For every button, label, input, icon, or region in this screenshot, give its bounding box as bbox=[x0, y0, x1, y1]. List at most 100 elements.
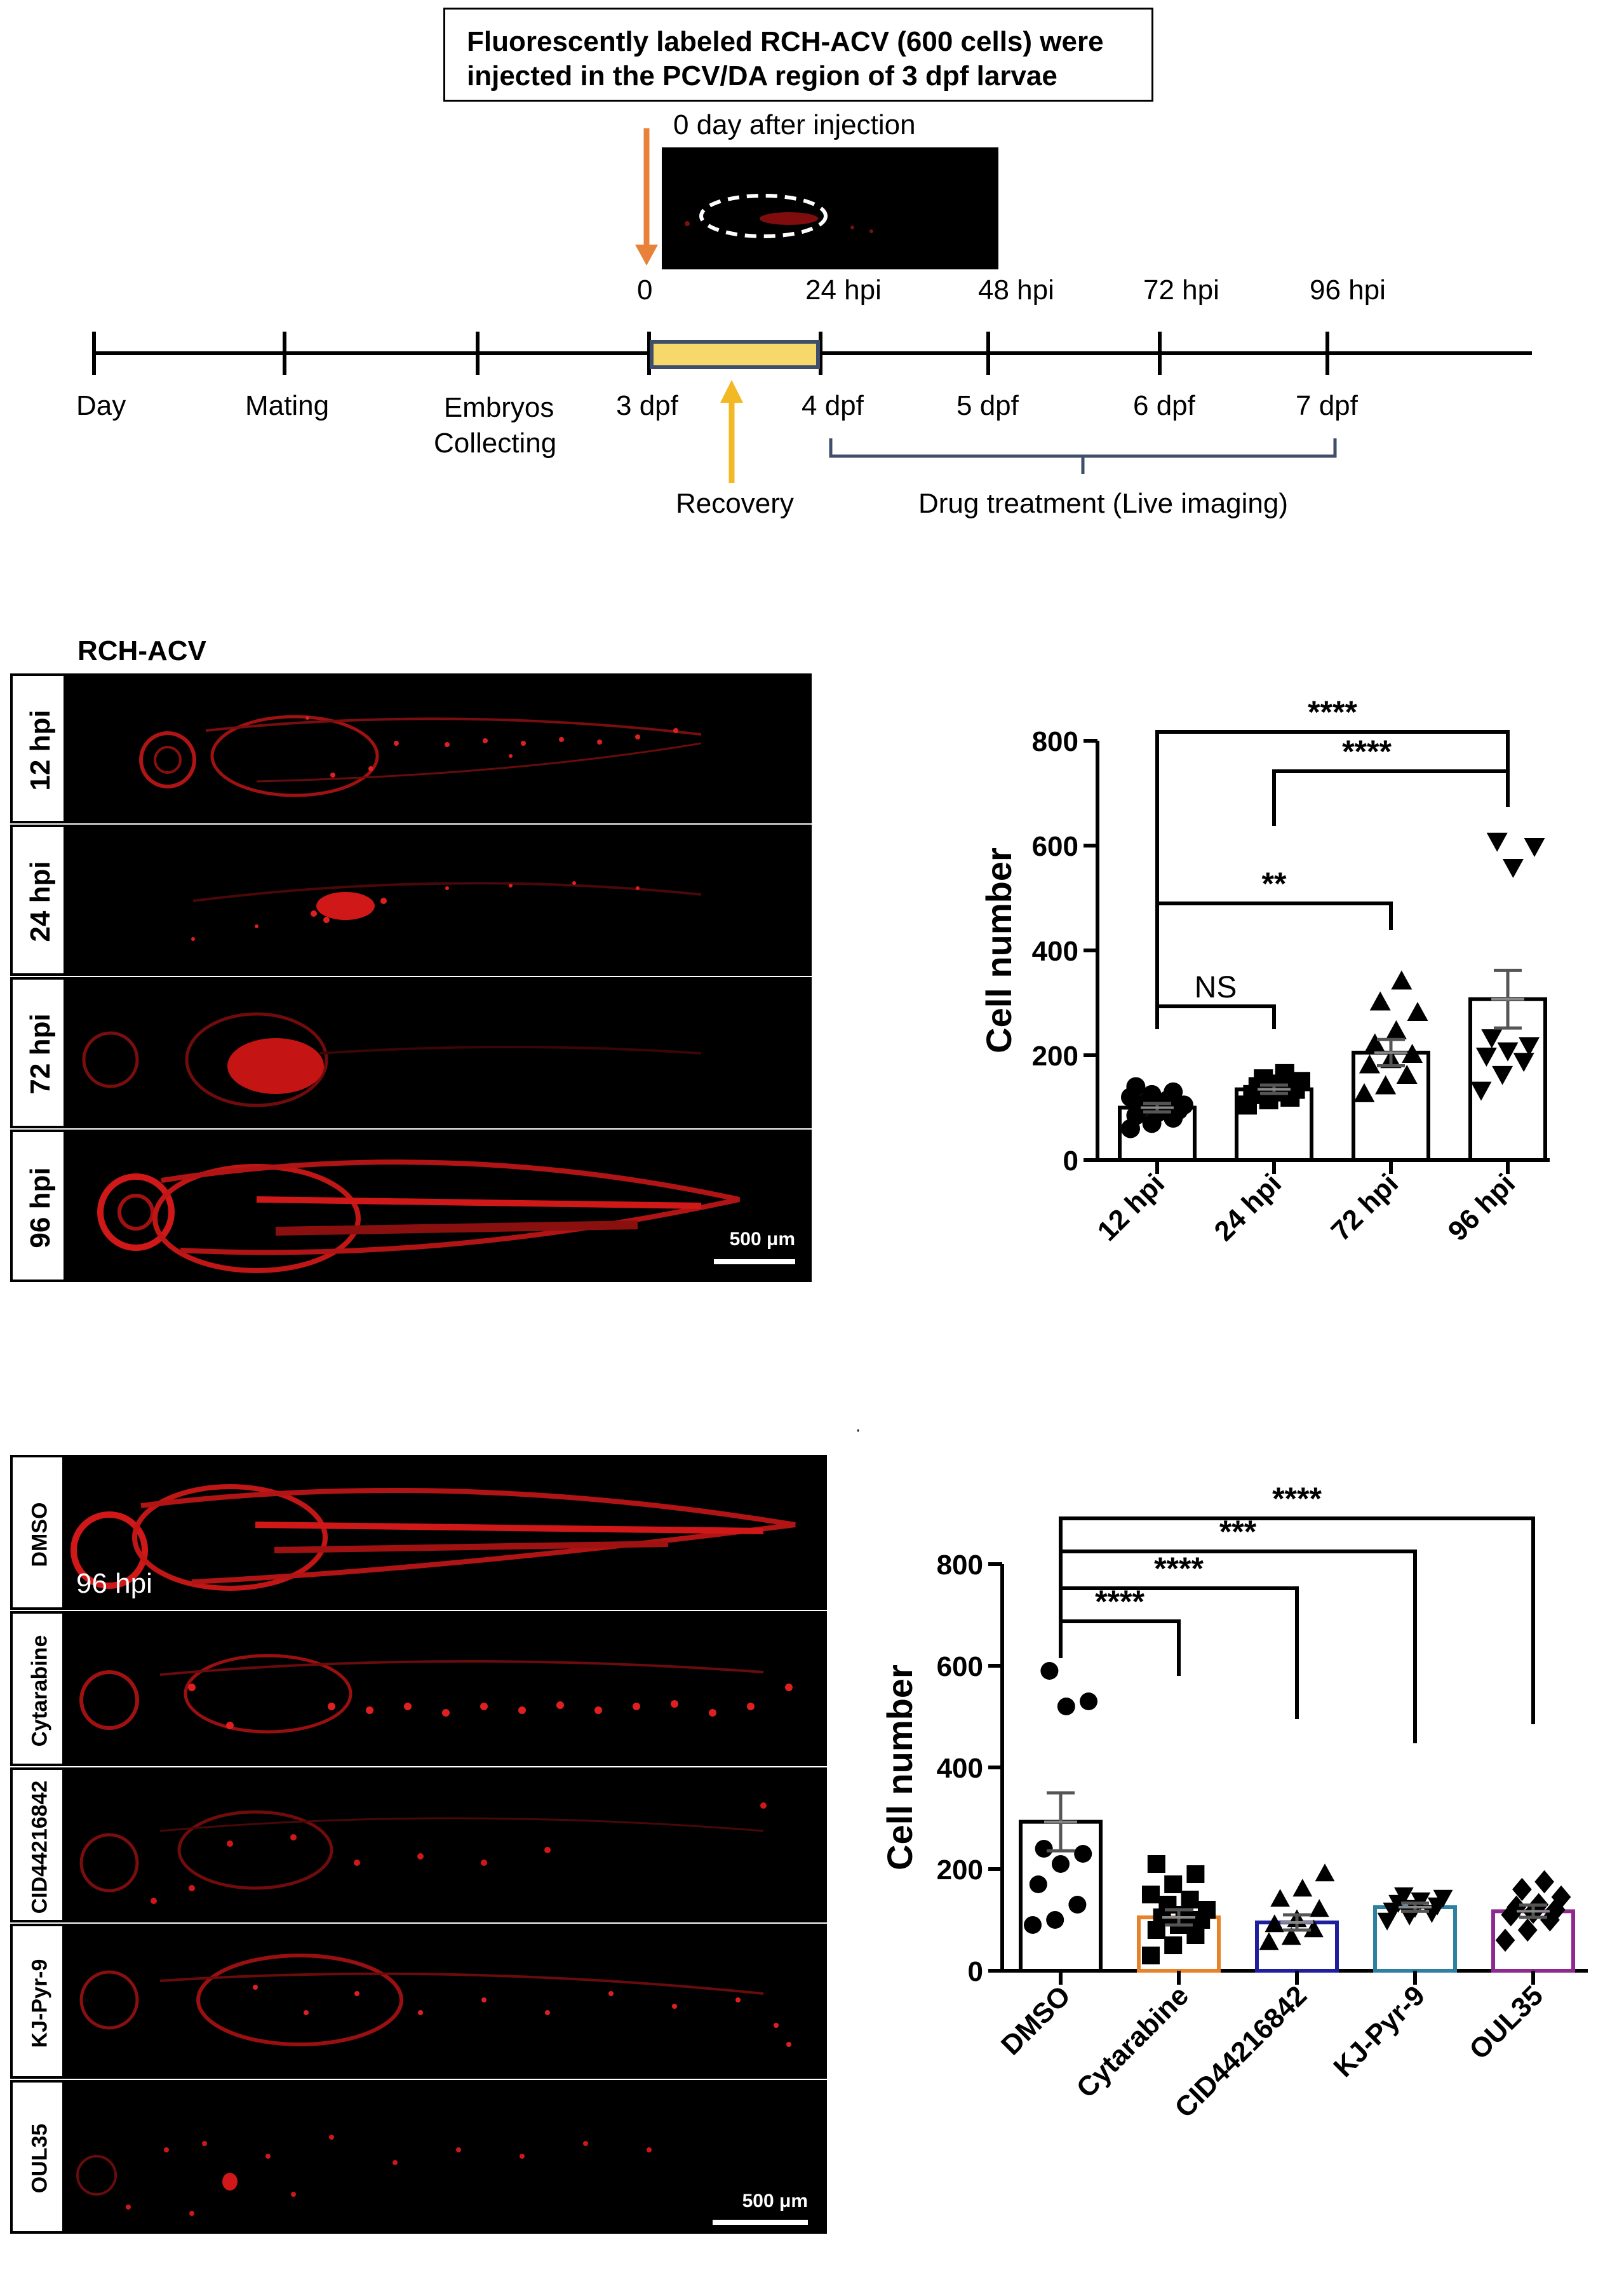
inset-fluorescence-image bbox=[662, 147, 998, 269]
description-line-2: injected in the PCV/DA region of 3 dpf l… bbox=[467, 60, 1057, 91]
significance-label: **** bbox=[1272, 1481, 1322, 1516]
data-point bbox=[1359, 1054, 1380, 1074]
scale-bar-label-c: 500 μm bbox=[742, 2191, 808, 2212]
chart-cell-number-drugs: 0 200 400 600 800 Cell number 96 hpi DMSOCytara… bbox=[851, 1429, 1588, 2124]
data-point bbox=[1497, 1042, 1519, 1062]
x-tick-label: 12 hpi bbox=[1092, 1168, 1171, 1247]
data-point bbox=[1512, 1877, 1532, 1901]
fish-image-cytarabine bbox=[65, 1611, 827, 1766]
significance-bracket bbox=[1155, 902, 1393, 1016]
data-point bbox=[1052, 1855, 1070, 1873]
data-point bbox=[1519, 1037, 1540, 1057]
data-point bbox=[1481, 1029, 1503, 1049]
significance-label: ** bbox=[1262, 866, 1287, 902]
stage-embryos-line-1: Embryos bbox=[443, 392, 554, 423]
row-label-cytarabine: Cytarabine bbox=[27, 1635, 52, 1747]
drug-treatment-label: Drug treatment (Live imaging) bbox=[918, 488, 1289, 519]
fish-image-96hpi: 500 μm bbox=[66, 1130, 812, 1282]
data-point bbox=[1291, 1072, 1310, 1091]
row-label-12hpi: 12 hpi bbox=[25, 710, 56, 791]
recovery-arrow-head bbox=[720, 380, 743, 403]
data-point bbox=[1186, 1865, 1205, 1883]
significance-bracket bbox=[1155, 1004, 1276, 1029]
data-point bbox=[1315, 1863, 1335, 1882]
data-point bbox=[1475, 1048, 1497, 1067]
y-tick-label: 0 bbox=[1063, 1145, 1078, 1177]
y-tick-label: 600 bbox=[937, 1651, 983, 1682]
data-point bbox=[1309, 1899, 1329, 1917]
data-point bbox=[1198, 1901, 1216, 1919]
x-tick-label: 96 hpi bbox=[1442, 1168, 1522, 1247]
y-axis-label: Cell number bbox=[979, 847, 1019, 1053]
stage-embryos-line-2: Collecting bbox=[434, 428, 557, 459]
scale-bar-b bbox=[714, 1259, 795, 1264]
data-point bbox=[1080, 1692, 1097, 1710]
hpi-label-72: 72 hpi bbox=[1143, 274, 1219, 306]
row-label-box-dmso: DMSO bbox=[10, 1455, 65, 1610]
significance-label: **** bbox=[1154, 1551, 1204, 1586]
injection-arrow-head bbox=[635, 245, 658, 266]
drug-treatment-bracket bbox=[829, 438, 1337, 474]
data-point bbox=[1164, 1082, 1183, 1102]
x-tick-label: DMSO bbox=[995, 1980, 1077, 2061]
stage-day: Day bbox=[76, 390, 126, 421]
fish-image-24hpi bbox=[66, 825, 812, 976]
data-point bbox=[1270, 1889, 1290, 1907]
row-label-kjpyr9: KJ-Pyr-9 bbox=[27, 1959, 52, 2048]
y-tick-label: 200 bbox=[937, 1854, 983, 1886]
y-tick-label: 400 bbox=[1032, 936, 1078, 967]
timeline-svg bbox=[92, 128, 1532, 483]
data-point bbox=[1040, 1662, 1059, 1680]
significance-bracket bbox=[1272, 769, 1510, 826]
data-point bbox=[1265, 1914, 1285, 1933]
data-point bbox=[1402, 1044, 1423, 1063]
data-point bbox=[1029, 1875, 1047, 1893]
scale-bar-c bbox=[713, 2220, 808, 2225]
data-point bbox=[1407, 1002, 1428, 1021]
data-point bbox=[1534, 1870, 1554, 1894]
y-tick-label: 800 bbox=[937, 1550, 983, 1581]
data-point bbox=[1074, 1845, 1092, 1863]
data-point bbox=[1142, 1886, 1160, 1903]
data-point bbox=[1486, 832, 1508, 852]
x-tick-label: 72 hpi bbox=[1325, 1168, 1405, 1247]
row-label-dmso: DMSO bbox=[27, 1502, 52, 1567]
data-point bbox=[1147, 1855, 1165, 1873]
recovery-label: Recovery bbox=[676, 488, 794, 519]
data-point bbox=[1281, 1927, 1301, 1945]
data-point bbox=[1259, 1932, 1279, 1950]
stage-4dpf: 4 dpf bbox=[802, 390, 864, 421]
data-point bbox=[1364, 1033, 1386, 1053]
data-point bbox=[1513, 1053, 1534, 1072]
data-point bbox=[1057, 1698, 1075, 1715]
fish-image-72hpi bbox=[66, 977, 812, 1128]
y-tick-label: 0 bbox=[968, 1956, 983, 1987]
stage-7dpf: 7 dpf bbox=[1296, 390, 1358, 421]
overlay-96hpi-label: 96 hpi bbox=[76, 1568, 152, 1599]
data-point bbox=[1369, 991, 1391, 1011]
y-axis-label: Cell number bbox=[880, 1665, 920, 1870]
row-label-box-96hpi: 96 hpi bbox=[10, 1130, 66, 1282]
data-point bbox=[1304, 1919, 1324, 1938]
data-point bbox=[1275, 1064, 1294, 1083]
injected-cells bbox=[760, 212, 818, 225]
panel-c-image-stack: DMSO Cytarabine CID44216842 KJ-Pyr-9 OUL… bbox=[10, 1455, 827, 2234]
data-point bbox=[1068, 1896, 1087, 1914]
data-point bbox=[1396, 1065, 1418, 1084]
data-point bbox=[1142, 1947, 1160, 1964]
data-point bbox=[1411, 1892, 1431, 1910]
timeline-ticks bbox=[92, 332, 1329, 375]
significance-bracket bbox=[1059, 1586, 1299, 1719]
data-point bbox=[1495, 1928, 1515, 1952]
row-label-box-kjpyr9: KJ-Pyr-9 bbox=[10, 1924, 65, 2079]
fish-image-dmso: 96 hpi bbox=[65, 1455, 827, 1610]
fish-image-kjpyr9 bbox=[65, 1924, 827, 2079]
hpi-label-0: 0 bbox=[637, 274, 653, 306]
data-point bbox=[1353, 1083, 1375, 1102]
y-tick-label: 600 bbox=[1032, 831, 1078, 862]
row-label-cid44216842: CID44216842 bbox=[27, 1780, 52, 1914]
data-point bbox=[1035, 1840, 1053, 1858]
data-point bbox=[1164, 1875, 1183, 1893]
row-label-24hpi: 24 hpi bbox=[25, 861, 56, 942]
row-label-box-24hpi: 24 hpi bbox=[10, 825, 66, 976]
